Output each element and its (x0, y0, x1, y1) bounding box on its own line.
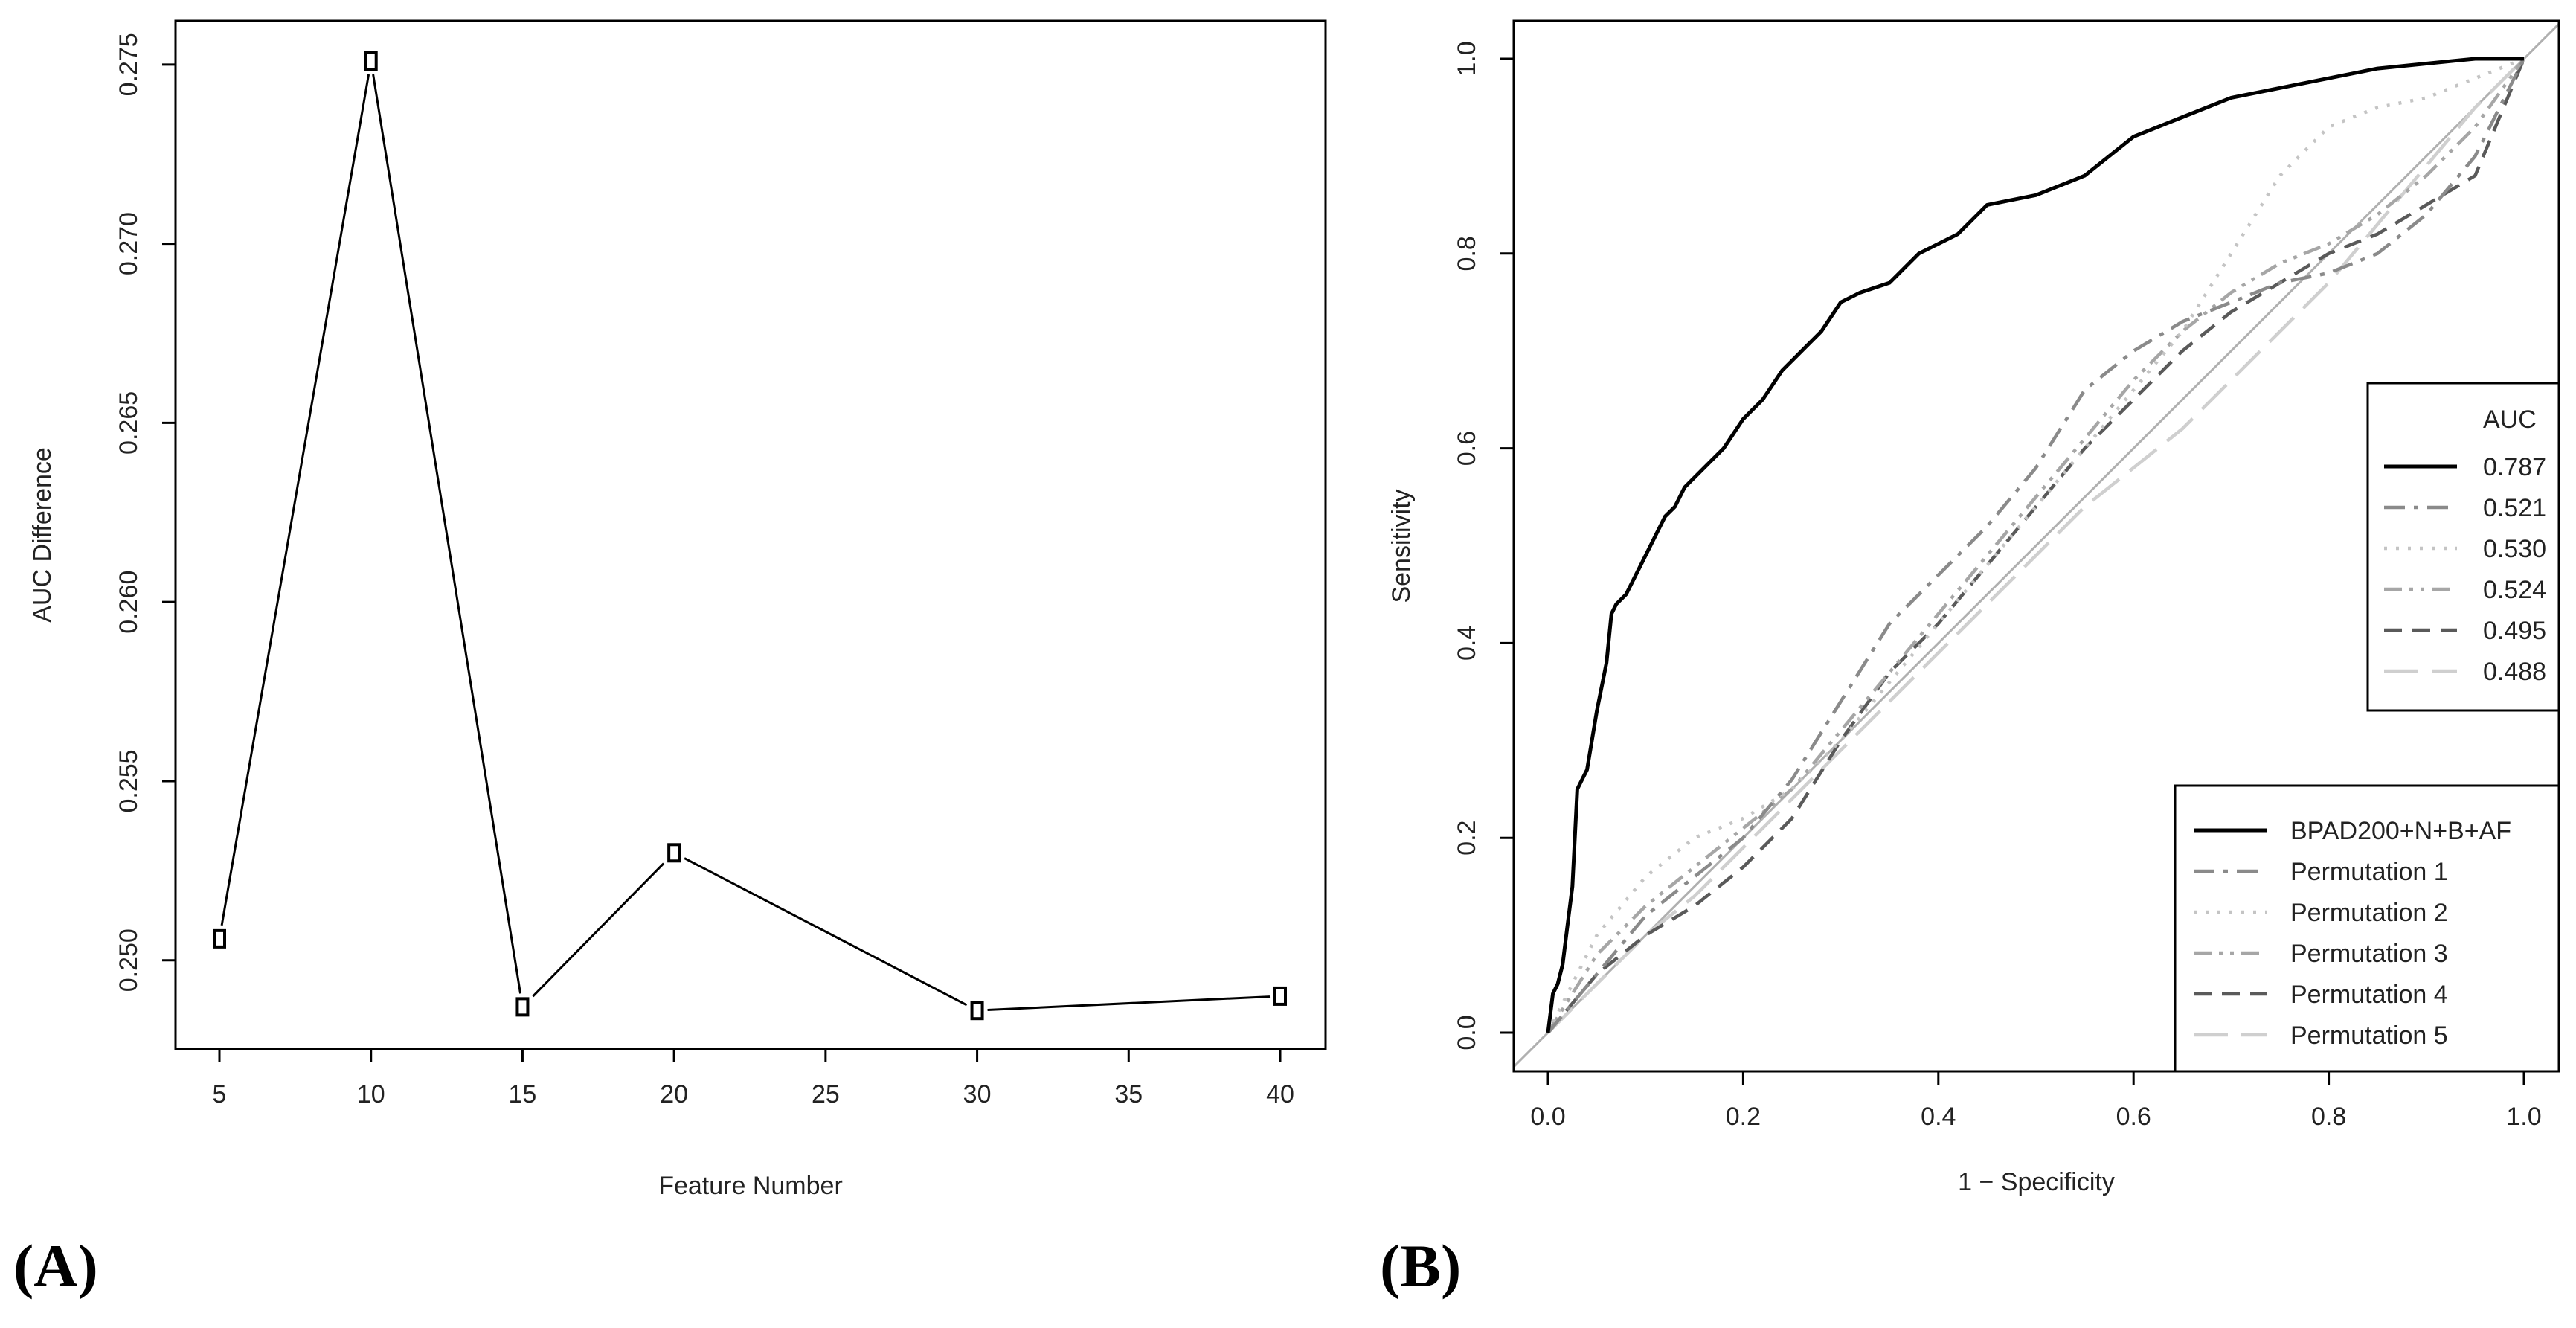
legend-names-label: Permutation 4 (2290, 981, 2448, 1009)
x-tick-label-b: 0.2 (1726, 1103, 1761, 1131)
chart-a-auc-difference: 5 10 15 20 25 30 35 40 0.250 0.255 0.260 0.265 0.270… (28, 19, 1327, 1200)
data-point-a (364, 51, 378, 71)
y-axis-label-a: AUC Difference (28, 447, 57, 623)
x-tick-label-a: 10 (357, 1080, 385, 1109)
legend-names-label: BPAD200+N+B+AF (2290, 817, 2511, 845)
x-tick-label-b: 0.8 (2311, 1103, 2346, 1131)
x-tick-label-a: 35 (1114, 1080, 1143, 1109)
x-axis-label-a: Feature Number (658, 1172, 843, 1200)
legend-names-label: Permutation 2 (2290, 899, 2448, 927)
chart-b-roc-curves: 0.0 0.2 0.4 0.6 0.8 1.0 0.0 0.2 0.4 0.6 0.8 1.0 1 − … (1387, 19, 2560, 1196)
y-tick-label-a: 0.270 (115, 212, 143, 275)
roc-curve (1546, 57, 2526, 1034)
legend-names-label: Permutation 5 (2290, 1021, 2448, 1050)
x-tick-label-b: 1.0 (2506, 1103, 2541, 1131)
legend-auc-value: 0.530 (2483, 535, 2546, 563)
legend-auc-value: 0.521 (2483, 494, 2546, 522)
legend-auc-value: 0.787 (2483, 453, 2546, 481)
legend-auc-value: 0.495 (2483, 617, 2546, 645)
x-axis-label-b: 1 − Specificity (1958, 1168, 2115, 1196)
x-tick-label-a: 15 (509, 1080, 537, 1109)
x-tick-label-a: 5 (213, 1080, 227, 1109)
y-tick-label-b: 1.0 (1453, 41, 1481, 76)
x-tick-label-b: 0.0 (1530, 1103, 1565, 1131)
y-tick-label-b: 0.6 (1453, 431, 1481, 466)
line-segment-a (220, 74, 370, 926)
legend-auc-value: 0.488 (2483, 658, 2546, 686)
x-tick-label-b: 0.4 (1921, 1103, 1956, 1131)
legend-names-label: Permutation 3 (2290, 940, 2448, 968)
x-tick-label-a: 40 (1266, 1080, 1294, 1109)
legend-names-box (2174, 784, 2560, 1073)
legend-names-label: Permutation 1 (2290, 858, 2448, 886)
y-tick-label-a: 0.255 (115, 749, 143, 812)
roc-curve (1546, 58, 2526, 1034)
line-segment-a (987, 995, 1271, 1012)
y-tick-label-b: 0.2 (1453, 821, 1481, 856)
x-tick-label-a: 30 (963, 1080, 992, 1109)
line-segment-a (372, 74, 522, 994)
data-point-a (213, 928, 226, 949)
panel-a-tag: (A) (13, 1232, 98, 1300)
y-tick-label-a: 0.275 (115, 33, 143, 96)
y-axis-label-b: Sensitivity (1387, 489, 1416, 603)
y-tick-label-a: 0.265 (115, 391, 143, 455)
line-segment-a (532, 862, 665, 998)
roc-curve (1546, 57, 2525, 1034)
line-segment-a (684, 857, 968, 1007)
legend-auc-box (2366, 382, 2560, 712)
y-tick-label-b: 0.0 (1453, 1015, 1481, 1050)
roc-curve (1546, 57, 2524, 1033)
plot-area-b (1514, 22, 2559, 1069)
roc-curve (1546, 57, 2525, 1034)
data-point-a (667, 843, 681, 863)
y-tick-label-b: 0.8 (1453, 236, 1481, 271)
legend-auc-title: AUC (2483, 405, 2537, 434)
data-point-a (515, 997, 530, 1017)
x-tick-label-a: 20 (660, 1080, 688, 1109)
data-point-a (1273, 986, 1287, 1006)
plot-frame-a (174, 19, 1327, 1050)
panel-b-tag: (B) (1380, 1232, 1462, 1300)
x-tick-label-a: 25 (812, 1080, 840, 1109)
data-point-a (970, 1001, 984, 1021)
y-tick-label-b: 0.4 (1453, 626, 1481, 661)
legend-auc-value: 0.524 (2483, 576, 2546, 604)
x-tick-label-b: 0.6 (2116, 1103, 2151, 1131)
y-tick-label-a: 0.260 (115, 571, 143, 634)
y-tick-label-a: 0.250 (115, 928, 143, 992)
